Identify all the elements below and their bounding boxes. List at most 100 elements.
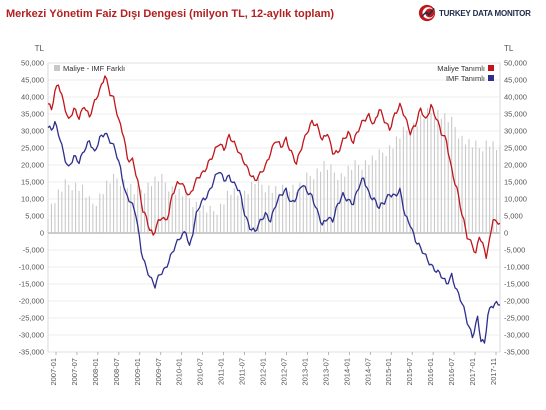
difference-bar [88, 196, 90, 233]
difference-bar [99, 193, 101, 233]
difference-bar [299, 182, 301, 233]
difference-bar [68, 184, 70, 233]
difference-bar [219, 203, 222, 233]
difference-bar [61, 191, 63, 233]
y-tick-label-right: 40,000 [504, 93, 527, 102]
difference-bar [447, 122, 449, 233]
difference-bar [268, 185, 270, 233]
brand-logo: TURKEY DATA MONITOR [418, 4, 531, 22]
difference-bar [130, 184, 132, 233]
difference-bar [240, 200, 242, 233]
difference-bar [427, 107, 429, 233]
x-tick-label: 2014-07 [363, 358, 372, 386]
difference-bar [199, 210, 201, 233]
difference-bar [230, 194, 232, 233]
difference-bar [206, 212, 208, 233]
difference-bar [71, 190, 73, 233]
difference-bar [150, 186, 153, 233]
difference-bar [423, 118, 425, 233]
difference-bar [420, 115, 422, 233]
x-tick-label: 2008-07 [112, 358, 121, 386]
x-tick-label: 2009-01 [133, 358, 142, 386]
difference-bar [454, 126, 456, 233]
y-tick-label-left: 35,000 [21, 110, 44, 119]
x-tick-label: 2010-01 [175, 358, 184, 386]
legend-swatch-maliye [488, 65, 494, 71]
difference-bar [292, 184, 294, 233]
difference-bar [406, 130, 408, 233]
difference-bar [64, 179, 66, 233]
difference-bar [395, 136, 398, 233]
difference-bar [392, 148, 394, 233]
x-tick-label: 2007-01 [49, 358, 58, 386]
chart-title: Merkezi Yönetim Faiz Dışı Dengesi (milyo… [6, 8, 335, 20]
x-tick-label: 2015-07 [405, 358, 414, 386]
x-tick-label: 2014-01 [342, 358, 351, 386]
difference-bar [285, 188, 287, 233]
x-tick-label: 2008-01 [91, 358, 100, 386]
difference-bar [358, 165, 360, 233]
difference-bar [440, 118, 442, 233]
difference-bar [330, 164, 332, 233]
difference-bar [257, 177, 260, 233]
x-tick-label: 2013-07 [321, 358, 330, 386]
difference-bar [375, 160, 377, 233]
difference-bar [192, 207, 194, 233]
y-tick-label-left: -10,000 [19, 263, 44, 272]
y-tick-label-right: 15,000 [504, 178, 527, 187]
difference-bar [464, 144, 467, 233]
difference-bar [57, 189, 59, 233]
difference-bar [261, 184, 263, 233]
difference-bar [247, 194, 249, 233]
difference-bar [251, 182, 253, 233]
imf-series-line [47, 120, 501, 344]
legend-swatch-imf [488, 75, 494, 81]
difference-bar [333, 172, 335, 233]
difference-bar [178, 188, 180, 233]
difference-bar [106, 180, 108, 233]
difference-bar [444, 113, 446, 233]
difference-bar [113, 173, 115, 233]
difference-bar [468, 139, 470, 233]
y-tick-label-left: 30,000 [21, 127, 44, 136]
difference-bar [478, 148, 480, 233]
legend-swatch-difference [54, 65, 60, 71]
x-tick-label: 2007-07 [70, 358, 79, 386]
y-tick-label-left: 10,000 [21, 195, 44, 204]
difference-bar [147, 182, 149, 233]
difference-bar [182, 196, 184, 233]
difference-bar [471, 147, 473, 233]
y-unit-right: TL [504, 44, 514, 53]
difference-bar [140, 189, 142, 233]
difference-bar [278, 193, 280, 233]
brand-name: TURKEY DATA MONITOR [439, 8, 531, 18]
y-tick-label-left: -15,000 [19, 280, 44, 289]
difference-bar [361, 169, 363, 233]
difference-bar [437, 109, 439, 233]
difference-bar [123, 179, 125, 233]
difference-bar [47, 218, 49, 233]
difference-bar [92, 203, 94, 233]
x-tick-label: 2011-07 [238, 358, 247, 385]
difference-bar [154, 176, 156, 233]
y-tick-label-left: -20,000 [19, 297, 44, 306]
y-tick-label-left: -30,000 [19, 331, 44, 340]
difference-bar [309, 175, 311, 233]
difference-bar [288, 191, 291, 233]
y-tick-label-left: 45,000 [21, 76, 44, 85]
difference-bar [81, 184, 84, 233]
difference-bar [78, 190, 80, 233]
axes: 50,000 50,000 45,000 45,000 40,000 40,000 35,0… [19, 44, 530, 386]
y-tick-label-left: 5,000 [25, 212, 44, 221]
difference-bar [175, 194, 177, 233]
difference-bars [47, 107, 501, 233]
y-unit-left: TL [35, 44, 45, 53]
y-tick-label-right: -20,000 [504, 297, 529, 306]
difference-bar [171, 186, 173, 233]
difference-bar [109, 183, 111, 233]
legend-label-difference: Maliye - IMF Farklı [63, 64, 125, 73]
difference-bar [433, 117, 435, 233]
difference-bar [378, 149, 380, 233]
